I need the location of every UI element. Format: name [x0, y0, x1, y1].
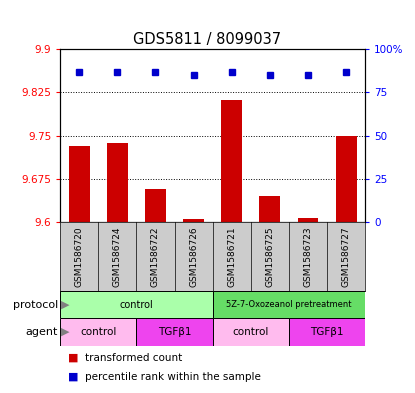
Text: GSM1586724: GSM1586724 — [113, 226, 122, 286]
Bar — [69, 146, 90, 222]
Text: ▶: ▶ — [61, 327, 69, 337]
Text: percentile rank within the sample: percentile rank within the sample — [85, 372, 261, 382]
Text: TGFβ1: TGFβ1 — [158, 327, 191, 337]
Text: GDS5811 / 8099037: GDS5811 / 8099037 — [134, 32, 281, 47]
Text: control: control — [233, 327, 269, 337]
Text: transformed count: transformed count — [85, 353, 182, 363]
Bar — [213, 291, 365, 318]
Text: ▶: ▶ — [61, 299, 69, 310]
Text: agent: agent — [26, 327, 58, 337]
Text: control: control — [120, 299, 153, 310]
Bar — [145, 189, 166, 222]
Bar — [298, 218, 318, 222]
Bar — [183, 219, 204, 222]
Text: ■: ■ — [68, 353, 79, 363]
Text: control: control — [80, 327, 117, 337]
Text: TGFβ1: TGFβ1 — [310, 327, 344, 337]
Text: protocol: protocol — [13, 299, 58, 310]
Text: GSM1586725: GSM1586725 — [265, 226, 274, 287]
Bar — [60, 318, 137, 346]
Text: ■: ■ — [68, 372, 79, 382]
Bar — [336, 136, 356, 222]
Bar — [213, 318, 289, 346]
Text: 5Z-7-Oxozeanol pretreatment: 5Z-7-Oxozeanol pretreatment — [226, 300, 352, 309]
Text: GSM1586727: GSM1586727 — [342, 226, 351, 287]
Text: GSM1586720: GSM1586720 — [75, 226, 84, 287]
Text: GSM1586723: GSM1586723 — [303, 226, 312, 287]
Text: GSM1586722: GSM1586722 — [151, 226, 160, 286]
Bar — [289, 318, 365, 346]
Bar — [259, 196, 281, 222]
Bar — [107, 143, 128, 222]
Bar — [137, 318, 212, 346]
Text: GSM1586726: GSM1586726 — [189, 226, 198, 287]
Bar — [221, 100, 242, 222]
Text: GSM1586721: GSM1586721 — [227, 226, 236, 287]
Bar — [60, 291, 213, 318]
